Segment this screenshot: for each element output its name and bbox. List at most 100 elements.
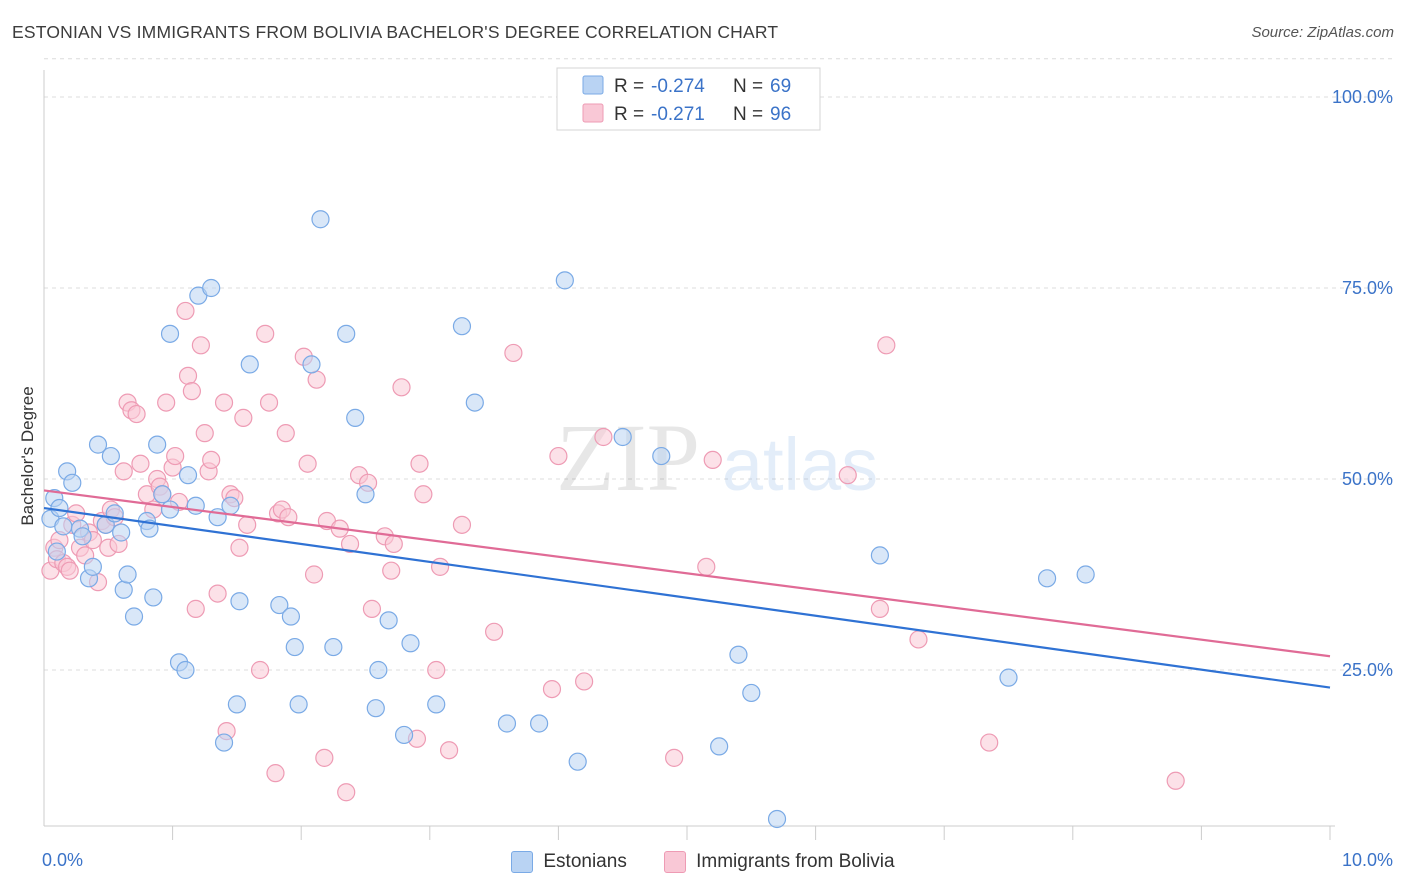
estonians-point-25 <box>160 324 180 343</box>
bolivia-point-39 <box>195 424 214 443</box>
estonians-point-22 <box>148 435 167 454</box>
bolivia-point-71 <box>382 561 401 580</box>
legend-item-bolivia: Immigrants from Bolivia <box>664 851 895 873</box>
bolivia-point-86 <box>594 427 613 447</box>
estonians-point-3 <box>50 498 69 518</box>
bolivia-point-50 <box>250 660 270 680</box>
bolivia-point-85 <box>575 672 594 691</box>
watermark-zip: ZIP <box>556 404 700 511</box>
bolivia-point-87 <box>665 748 684 767</box>
estonians-point-67 <box>999 668 1018 687</box>
legend-r-value-bolivia: -0.271 <box>651 104 705 125</box>
x-tick-label-max: 10.0% <box>1342 850 1393 870</box>
estonians-point-47 <box>356 485 375 504</box>
bolivia-point-65 <box>337 783 356 802</box>
bolivia-point-91 <box>870 599 890 618</box>
legend-marker-bolivia <box>664 851 687 873</box>
bolivia-point-52 <box>259 393 279 412</box>
bolivia-point-79 <box>439 741 459 760</box>
bolivia-point-30 <box>157 393 176 412</box>
bolivia-point-92 <box>877 336 896 355</box>
legend-marker-estonians <box>511 851 534 873</box>
estonians-point-42 <box>302 355 321 374</box>
bolivia-point-38 <box>191 336 210 355</box>
estonians-point-16 <box>114 580 133 599</box>
bolivia-point-49 <box>238 515 257 534</box>
bolivia-point-66 <box>340 534 360 554</box>
estonians-point-8 <box>73 527 92 546</box>
legend-n-value-bolivia: 96 <box>770 104 791 125</box>
estonians-point-31 <box>202 278 221 298</box>
estonians-point-58 <box>555 271 574 290</box>
legend-r-label-bolivia: R = <box>614 104 644 125</box>
estonians-point-50 <box>379 611 398 630</box>
estonians-point-27 <box>176 660 195 680</box>
estonians-point-60 <box>613 427 632 447</box>
estonians-point-68 <box>1037 569 1057 588</box>
bolivia-point-59 <box>298 454 317 473</box>
bolivia-point-20 <box>114 462 133 481</box>
estonians-point-41 <box>289 695 308 714</box>
bolivia-point-42 <box>208 584 227 603</box>
bolivia-point-62 <box>315 748 334 767</box>
bolivia-point-81 <box>485 622 504 641</box>
estonians-point-35 <box>227 695 246 714</box>
bolivia-point-47 <box>230 538 249 557</box>
bolivia-point-90 <box>838 466 857 485</box>
estonians-point-45 <box>337 324 356 343</box>
bolivia-point-43 <box>214 393 234 412</box>
estonians-point-17 <box>118 565 137 584</box>
legend-swatch-estonians <box>582 75 604 95</box>
estonians-point-65 <box>767 809 787 829</box>
source-attribution: Source: ZipAtlas.com <box>1251 24 1394 41</box>
estonians-point-24 <box>160 500 180 519</box>
estonians-point-69 <box>1076 565 1095 584</box>
legend-label-estonians: Estonians <box>543 851 627 872</box>
trend-line-bolivia <box>43 489 1331 658</box>
trend-lines <box>43 489 1331 689</box>
correlation-legend: R = -0.274 N = 69 R = -0.271 N = 96 <box>556 67 821 131</box>
bolivia-point-69 <box>362 599 382 618</box>
y-axis-title: Bachelor's Degree <box>18 386 37 525</box>
estonians-point-2 <box>47 542 66 561</box>
estonians-point-10 <box>83 557 102 576</box>
chart-title: ESTONIAN VS IMMIGRANTS FROM BOLIVIA BACH… <box>12 22 779 42</box>
estonians-point-49 <box>369 660 388 680</box>
bolivia-point-51 <box>256 324 275 343</box>
bolivia-point-36 <box>182 382 201 401</box>
watermark-atlas: atlas <box>722 423 878 506</box>
legend-r-value-estonians: -0.274 <box>651 76 705 97</box>
estonians-point-51 <box>394 725 414 745</box>
estonians-point-56 <box>497 714 517 733</box>
bolivia-point-53 <box>266 764 285 783</box>
estonians-point-6 <box>63 473 82 492</box>
estonians-point-38 <box>270 595 289 615</box>
estonians-point-13 <box>101 446 120 466</box>
legend-n-label-bolivia: N = <box>733 104 763 125</box>
bolivia-point-73 <box>392 378 411 397</box>
estonians-point-11 <box>88 435 108 454</box>
estonians-point-63 <box>729 645 748 664</box>
estonians-point-48 <box>366 699 385 718</box>
y-tick-label-50: 50.0% <box>1342 469 1393 489</box>
x-ticks <box>172 826 1331 840</box>
bolivia-point-48 <box>234 408 253 427</box>
legend-n-label-estonians: N = <box>733 76 763 97</box>
estonians-point-43 <box>311 210 330 229</box>
estonians-point-23 <box>153 485 172 504</box>
bolivia-point-41 <box>202 450 221 469</box>
bolivia-point-75 <box>410 454 429 473</box>
estonians-point-18 <box>124 607 144 626</box>
bolivia-point-6 <box>60 561 79 580</box>
bolivia-point-77 <box>427 660 446 680</box>
estonians-point-37 <box>240 355 259 374</box>
estonians-point-36 <box>230 592 249 611</box>
estonians-point-28 <box>178 466 198 485</box>
bolivia-point-61 <box>307 370 326 389</box>
estonians-point-15 <box>112 523 131 542</box>
y-tick-label-100: 100.0% <box>1332 87 1393 107</box>
estonians-point-64 <box>742 683 761 703</box>
legend-r-label-estonians: R = <box>614 76 644 97</box>
legend-swatch-bolivia <box>582 103 604 123</box>
bolivia-point-37 <box>186 599 205 618</box>
